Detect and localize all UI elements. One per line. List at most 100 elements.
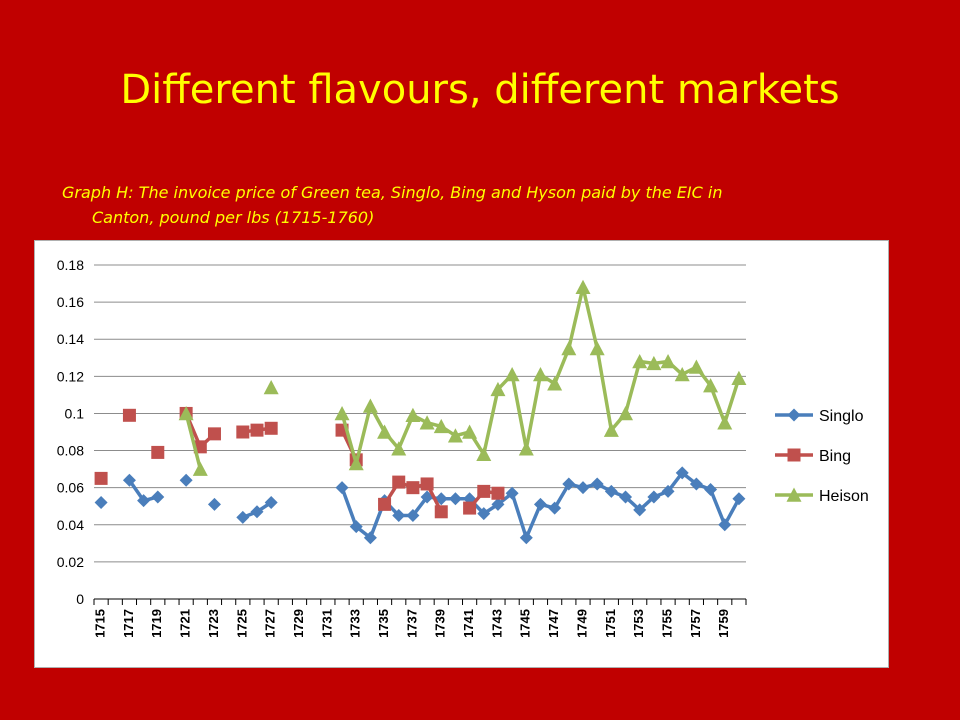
x-tick-label: 1739 bbox=[433, 609, 448, 638]
x-tick-label: 1755 bbox=[659, 609, 674, 638]
heison-point bbox=[476, 446, 492, 462]
heison-point bbox=[447, 428, 463, 443]
heison-point bbox=[178, 405, 194, 421]
singlo-point bbox=[718, 518, 732, 532]
bing-point bbox=[406, 481, 420, 495]
bing-point bbox=[264, 421, 278, 435]
heison-point bbox=[632, 353, 648, 369]
x-tick-label: 1735 bbox=[376, 609, 391, 638]
x-tick-label: 1725 bbox=[234, 609, 249, 638]
bing-point bbox=[378, 497, 392, 511]
y-tick-label: 0.04 bbox=[57, 517, 84, 533]
heison-point bbox=[518, 441, 534, 456]
singlo-point bbox=[562, 477, 576, 491]
x-tick-label: 1749 bbox=[574, 609, 589, 638]
x-tick-label: 1717 bbox=[121, 609, 136, 638]
legend-bing-label: Bing bbox=[819, 448, 851, 465]
heison-point bbox=[688, 359, 704, 374]
bing-point bbox=[151, 445, 165, 459]
x-tick-label: 1757 bbox=[688, 609, 703, 638]
y-tick-label: 0.08 bbox=[57, 443, 84, 459]
x-tick-label: 1723 bbox=[206, 609, 221, 638]
x-tick-label: 1753 bbox=[631, 609, 646, 638]
singlo-point bbox=[363, 531, 377, 545]
line-chart: 0 0.02 0.04 0.06 0.08 0.1 0.12 0.14 0.16 0.18 1715… bbox=[57, 257, 869, 638]
y-tick-label: 0.02 bbox=[57, 554, 84, 570]
x-tick-label: 1721 bbox=[178, 609, 193, 638]
legend-singlo-marker bbox=[787, 408, 801, 422]
x-tick-label: 1729 bbox=[291, 609, 306, 638]
heison-point bbox=[674, 366, 690, 382]
heison-point bbox=[334, 405, 350, 421]
heison-point bbox=[703, 378, 719, 393]
bing-point bbox=[122, 408, 136, 422]
singlo-point bbox=[633, 503, 647, 517]
bing-point bbox=[250, 423, 264, 437]
bing-point bbox=[420, 477, 434, 491]
y-tick-label: 0.1 bbox=[65, 405, 85, 421]
singlo-point bbox=[675, 466, 689, 480]
x-tick-label: 1731 bbox=[319, 609, 334, 638]
singlo-point bbox=[704, 483, 718, 497]
singlo-point bbox=[151, 490, 165, 504]
singlo-point bbox=[519, 531, 533, 545]
x-tick-label: 1747 bbox=[546, 609, 561, 638]
x-tick-label: 1715 bbox=[93, 609, 108, 638]
singlo-point bbox=[122, 473, 136, 487]
singlo-point bbox=[647, 490, 661, 504]
y-tick-label: 0.06 bbox=[57, 480, 84, 496]
singlo-point bbox=[406, 509, 420, 522]
singlo-point bbox=[533, 497, 547, 511]
singlo-point bbox=[207, 497, 221, 511]
heison-series-line bbox=[184, 413, 203, 470]
caption-line-2: Canton, pound per lbs (1715-1760) bbox=[92, 208, 375, 227]
singlo-point bbox=[94, 496, 108, 510]
x-tick-label: 1759 bbox=[716, 609, 731, 638]
x-tick-label: 1737 bbox=[404, 609, 419, 638]
heison-point bbox=[504, 366, 520, 382]
y-tick-label: 0 bbox=[76, 591, 84, 607]
bing-point bbox=[392, 475, 406, 489]
singlo-point bbox=[604, 484, 618, 498]
bing-point bbox=[94, 471, 108, 485]
x-tick-label: 1741 bbox=[461, 609, 476, 638]
caption-line-1: Graph H: The invoice price of Green tea,… bbox=[62, 183, 723, 202]
slide-title: Different flavours, different markets bbox=[120, 67, 840, 113]
x-tick-label: 1751 bbox=[603, 609, 618, 638]
singlo-point bbox=[576, 481, 590, 495]
heison-point bbox=[419, 415, 435, 430]
singlo-point bbox=[590, 477, 604, 491]
heison-point bbox=[561, 341, 577, 356]
singlo-point bbox=[619, 490, 633, 504]
singlo-point bbox=[448, 492, 462, 506]
heison-point bbox=[589, 341, 605, 356]
singlo-point bbox=[491, 497, 505, 511]
heison-point bbox=[462, 424, 478, 439]
heison-point bbox=[391, 441, 407, 456]
x-tick-label: 1719 bbox=[149, 609, 164, 638]
bing-point bbox=[434, 505, 448, 519]
y-tick-label: 0.18 bbox=[57, 257, 84, 273]
heison-point bbox=[646, 355, 662, 371]
chart-panel: 0 0.02 0.04 0.06 0.08 0.1 0.12 0.14 0.16 0.18 1715… bbox=[34, 240, 889, 668]
legend-bing-marker bbox=[787, 448, 801, 462]
legend-heison-marker bbox=[786, 487, 802, 502]
singlo-point bbox=[548, 501, 562, 515]
heison-point bbox=[717, 415, 733, 430]
singlo-point bbox=[661, 484, 675, 498]
bing-point bbox=[477, 484, 491, 498]
heison-point bbox=[618, 405, 634, 421]
heison-point bbox=[348, 456, 364, 471]
x-tick-label: 1745 bbox=[518, 609, 533, 638]
singlo-point bbox=[179, 473, 193, 487]
singlo-point bbox=[689, 477, 703, 491]
singlo-point bbox=[137, 494, 151, 508]
heison-point bbox=[547, 376, 563, 391]
heison-point bbox=[433, 418, 449, 434]
heison-point bbox=[377, 424, 393, 439]
legend-heison-label: Heison bbox=[819, 488, 869, 505]
heison-point bbox=[603, 422, 619, 437]
singlo-point bbox=[250, 505, 264, 519]
singlo-point bbox=[335, 481, 349, 495]
heison-point bbox=[263, 379, 279, 395]
